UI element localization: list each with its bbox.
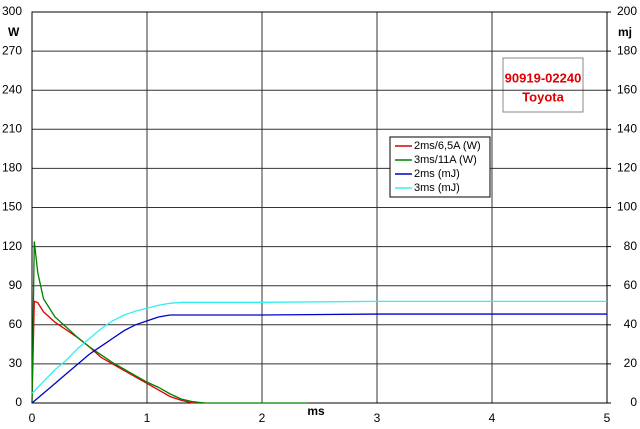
y-tick-label: 90 bbox=[9, 278, 23, 292]
x-tick-label: 0 bbox=[29, 411, 36, 425]
y-tick-label: 180 bbox=[2, 161, 22, 175]
legend bbox=[389, 136, 491, 198]
y-tick-label: 30 bbox=[9, 356, 23, 370]
y-tick-label: 210 bbox=[2, 121, 22, 135]
series-line bbox=[31, 300, 607, 394]
x-tick-label: 2 bbox=[259, 411, 266, 425]
series-line bbox=[31, 241, 308, 404]
y-tick-label: 60 bbox=[9, 317, 23, 331]
legend-label: 2ms/6,5A (W) bbox=[414, 140, 481, 152]
y-tick-label: 240 bbox=[2, 82, 22, 96]
series-line bbox=[31, 300, 205, 404]
y-tick-label: 150 bbox=[2, 200, 22, 214]
annotation: Toyota bbox=[522, 89, 564, 104]
series-line bbox=[31, 313, 607, 404]
y-tick-label: 270 bbox=[2, 43, 22, 57]
x-tick-label: 3 bbox=[374, 411, 381, 425]
x-tick-label: 1 bbox=[144, 411, 151, 425]
y2-tick-label: 140 bbox=[617, 121, 637, 135]
y2-tick-label: 160 bbox=[617, 82, 637, 96]
y2-tick-label: 60 bbox=[624, 278, 638, 292]
y-axis-label: W bbox=[8, 25, 20, 39]
y2-tick-label: 200 bbox=[617, 4, 637, 18]
y2-tick-label: 100 bbox=[617, 200, 637, 214]
y2-axis-label: mj bbox=[618, 25, 632, 39]
y2-tick-label: 40 bbox=[624, 317, 638, 331]
legend-label: 3ms (mJ) bbox=[414, 182, 460, 194]
annotation: 90919-02240 bbox=[505, 70, 582, 85]
y-tick-label: 300 bbox=[2, 4, 22, 18]
plot-frame bbox=[31, 11, 608, 404]
legend-label: 2ms (mJ) bbox=[414, 168, 460, 180]
x-axis-label: ms bbox=[307, 404, 325, 418]
y2-tick-label: 80 bbox=[624, 239, 638, 253]
x-tick-label: 4 bbox=[489, 411, 496, 425]
y2-tick-label: 180 bbox=[617, 43, 637, 57]
y2-tick-label: 20 bbox=[624, 356, 638, 370]
annotation-box bbox=[502, 57, 584, 113]
y2-tick-label: 0 bbox=[630, 395, 637, 409]
y2-tick-label: 120 bbox=[617, 161, 637, 175]
y-tick-label: 0 bbox=[15, 395, 22, 409]
x-tick-label: 5 bbox=[604, 411, 611, 425]
y-tick-label: 120 bbox=[2, 239, 22, 253]
legend-label: 3ms/11A (W) bbox=[414, 154, 477, 166]
